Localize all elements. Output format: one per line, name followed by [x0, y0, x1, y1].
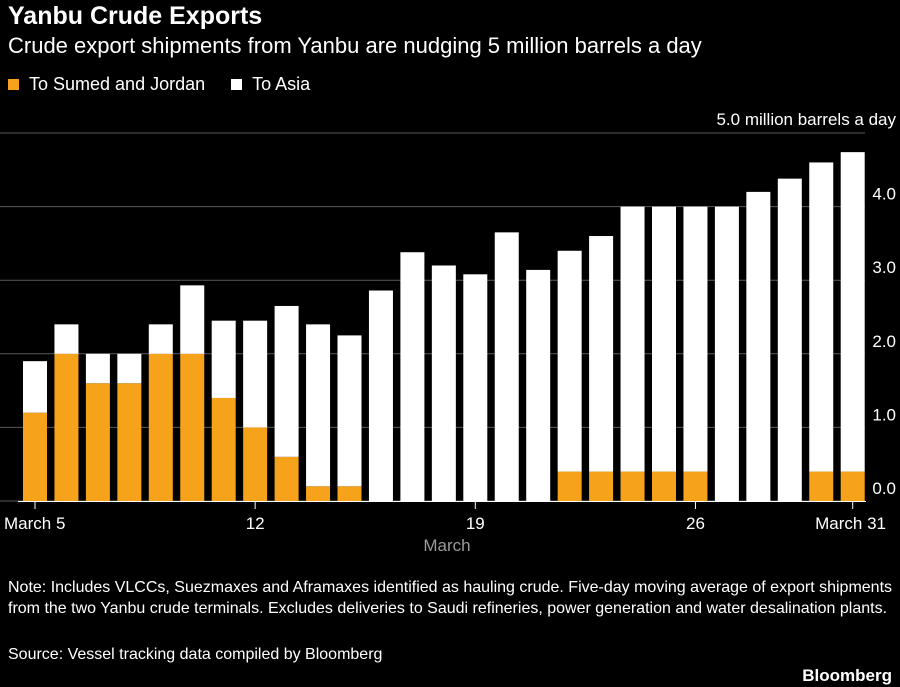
legend-label: To Sumed and Jordan — [29, 74, 206, 94]
bar-asia — [746, 191, 771, 501]
chart-note: Note: Includes VLCCs, Suezmaxes and Afra… — [8, 579, 893, 617]
y-tick-label: 1.0 — [872, 405, 896, 424]
bar-asia — [494, 232, 519, 502]
x-tick-label: March 31 — [815, 514, 886, 533]
legend-swatch-orange — [8, 79, 19, 90]
y-tick-label: 2.0 — [872, 332, 896, 351]
bar-asia — [557, 250, 582, 472]
bar-asia — [180, 285, 205, 354]
bar-asia — [620, 206, 645, 472]
chart-title: Yanbu Crude Exports — [8, 2, 263, 30]
bar-sumed-jordan — [274, 456, 299, 501]
x-tick-label: 12 — [246, 514, 265, 533]
y-tick-label: 3.0 — [872, 258, 896, 277]
bar-sumed-jordan — [620, 471, 645, 501]
bar-asia — [714, 206, 739, 501]
y-tick-label: 0.0 — [872, 479, 896, 498]
bar-asia — [337, 335, 362, 487]
bar-sumed-jordan — [117, 383, 142, 501]
bar-sumed-jordan — [211, 397, 236, 501]
bar-sumed-jordan — [557, 471, 582, 501]
bar-asia — [54, 324, 79, 354]
bar-sumed-jordan — [23, 412, 47, 501]
bloomberg-logo: Bloomberg — [802, 666, 892, 685]
bar-asia — [431, 265, 456, 501]
bar-asia — [211, 320, 236, 398]
bar-asia — [683, 206, 708, 472]
bar-asia — [463, 274, 488, 501]
bar-asia — [652, 206, 676, 472]
legend-item-asia: To Asia — [231, 74, 310, 95]
bar-asia — [809, 162, 834, 472]
bar-sumed-jordan — [589, 471, 614, 501]
bar-chart: 0.0 1.0 2.0 3.0 4.0 5.0 million barrels a day… — [0, 110, 896, 555]
legend-item-sumed-jordan: To Sumed and Jordan — [8, 74, 205, 95]
bar-asia — [243, 320, 268, 428]
bar-sumed-jordan — [54, 353, 79, 501]
legend: To Sumed and Jordan To Asia — [8, 74, 336, 95]
bar-asia — [274, 305, 299, 457]
bar-asia — [777, 178, 802, 501]
y-unit-label: 5.0 million barrels a day — [716, 110, 896, 129]
chart-subtitle: Crude export shipments from Yanbu are nu… — [8, 33, 702, 58]
bar-asia — [400, 252, 425, 501]
bar-sumed-jordan — [652, 471, 676, 501]
bar-asia — [306, 324, 331, 487]
bar-asia — [589, 236, 614, 472]
legend-swatch-white — [231, 79, 243, 90]
bar-asia — [148, 324, 173, 354]
bar-sumed-jordan — [148, 353, 173, 501]
bar-sumed-jordan — [85, 383, 110, 501]
x-tick-label: 26 — [686, 514, 705, 533]
y-tick-label: 4.0 — [872, 185, 896, 204]
bar-sumed-jordan — [683, 471, 708, 501]
bar-asia — [368, 290, 393, 501]
x-tick-label: March 5 — [4, 514, 65, 533]
bar-asia — [840, 152, 865, 472]
bar-sumed-jordan — [840, 471, 865, 501]
bar-asia — [117, 353, 142, 384]
bar-sumed-jordan — [809, 471, 834, 501]
bar-asia — [526, 269, 551, 501]
x-axis-title: March — [423, 536, 470, 555]
chart-source: Source: Vessel tracking data compiled by… — [8, 646, 383, 663]
bar-sumed-jordan — [180, 353, 205, 501]
bar-sumed-jordan — [243, 427, 268, 501]
bar-sumed-jordan — [306, 486, 331, 501]
bar-asia — [85, 353, 110, 384]
bar-sumed-jordan — [337, 486, 362, 501]
bar-asia — [23, 361, 47, 413]
legend-label: To Asia — [252, 74, 311, 94]
x-tick-label: 19 — [466, 514, 485, 533]
